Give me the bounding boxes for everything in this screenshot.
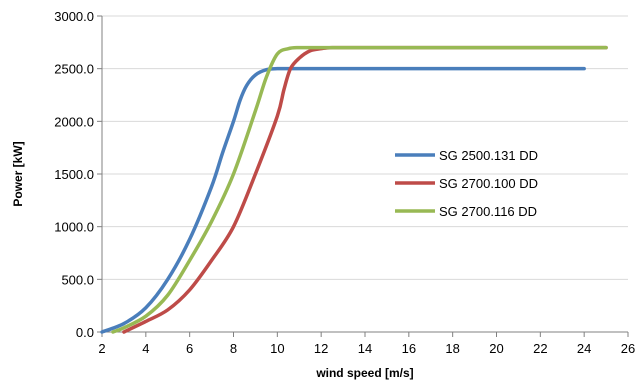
legend-label: SG 2500.131 DD [439, 148, 538, 163]
x-tick-label: 24 [577, 341, 591, 356]
y-tick-label: 2500.0 [54, 62, 94, 77]
series-line-3 [111, 45, 608, 334]
x-tick-label: 8 [230, 341, 237, 356]
y-tick-label: 0.0 [76, 325, 94, 340]
legend-label: SG 2700.116 DD [439, 204, 537, 219]
y-tick-label: 1000.0 [54, 220, 94, 235]
grid [102, 15, 628, 280]
x-axis-title: wind speed [m/s] [315, 366, 413, 380]
y-tick-label: 3000.0 [54, 9, 94, 24]
x-tick-label: 4 [142, 341, 149, 356]
x-tick-label: 6 [186, 341, 193, 356]
y-tick-label: 1500.0 [54, 167, 94, 182]
x-tick-label: 10 [270, 341, 284, 356]
axes [97, 15, 629, 337]
series-lines [100, 45, 608, 334]
legend-label: SG 2700.100 DD [439, 176, 538, 191]
legend: SG 2500.131 DD SG 2700.100 DD SG 2700.116 … [395, 148, 538, 219]
x-tick-label: 2 [98, 341, 105, 356]
y-tick-label: 2000.0 [54, 114, 94, 129]
series-line-1 [100, 66, 586, 334]
x-tick-label: 20 [489, 341, 503, 356]
x-tick-label: 18 [445, 341, 459, 356]
x-tick-label: 16 [402, 341, 416, 356]
x-tick-label: 12 [314, 341, 328, 356]
x-tick-label: 14 [358, 341, 372, 356]
x-tick-label: 26 [621, 341, 635, 356]
y-axis-title: Power [kW] [11, 141, 25, 206]
x-tick-label: 22 [533, 341, 547, 356]
y-tick-label: 500.0 [61, 272, 94, 287]
